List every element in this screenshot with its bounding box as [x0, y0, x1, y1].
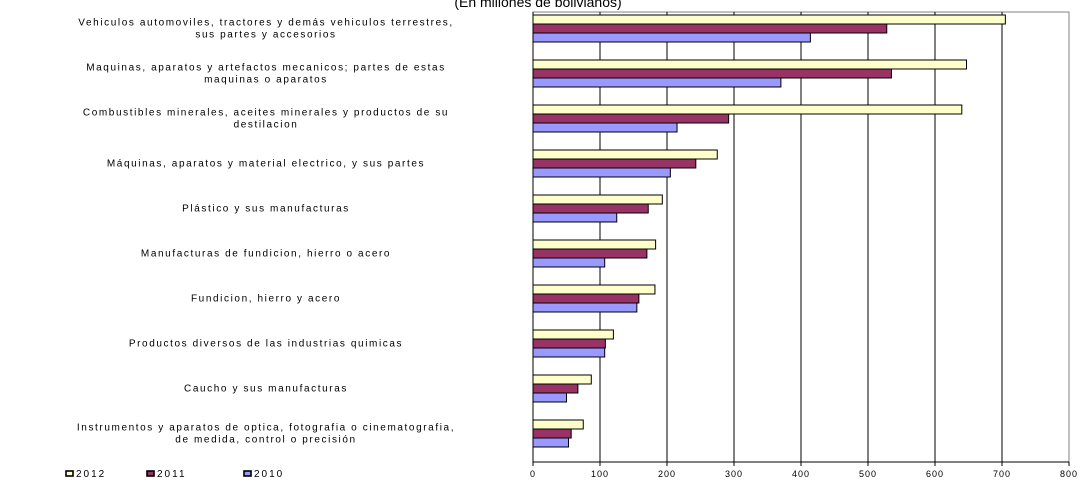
bar-2011-1 — [532, 23, 888, 34]
category-label: Plástico y sus manufacturas — [182, 204, 350, 215]
x-tick-label: 600 — [926, 469, 944, 479]
bar-2011-4 — [532, 158, 697, 169]
legend-label-2010: 2010 — [254, 469, 284, 480]
bar-2011-5 — [532, 203, 649, 214]
category-label: Máquinas, aparatos y material electrico,… — [107, 159, 425, 170]
legend-swatch-2010 — [243, 470, 252, 477]
bar-2011-7 — [532, 293, 640, 304]
bar-2011-9 — [532, 383, 579, 394]
bar-2012-4 — [532, 149, 718, 160]
bar-2011-2 — [532, 68, 892, 79]
x-tick-label: 100 — [591, 469, 609, 479]
bar-2010-2 — [532, 77, 782, 88]
bar-2010-7 — [532, 302, 638, 313]
x-tick-label: 0 — [530, 469, 536, 479]
bar-2010-6 — [532, 257, 606, 268]
bar-2012-6 — [532, 239, 657, 250]
legend-swatch-2011 — [146, 470, 155, 477]
legend-swatch-2012 — [65, 470, 74, 477]
bar-2012-3 — [532, 104, 963, 115]
bar-2010-8 — [532, 347, 606, 358]
bar-2012-2 — [532, 59, 967, 70]
bar-2012-8 — [532, 329, 614, 340]
legend-label-2012: 2012 — [76, 469, 106, 480]
category-label: Caucho y sus manufacturas — [184, 384, 348, 395]
chart-subtitle: (En millones de bolivianos) — [454, 0, 621, 10]
bar-2012-5 — [532, 194, 663, 205]
category-label: Maquinas, aparatos y artefactos mecanico… — [86, 63, 446, 86]
x-tick-label: 300 — [725, 469, 743, 479]
bar-2010-9 — [532, 392, 567, 403]
bar-2012-7 — [532, 284, 656, 295]
category-label: Fundicion, hierro y acero — [191, 294, 341, 305]
bar-2012-9 — [532, 374, 592, 385]
bar-2012-1 — [532, 14, 1006, 25]
legend-label-2011: 2011 — [157, 469, 187, 480]
bar-2010-4 — [532, 167, 671, 178]
bar-2012-10 — [532, 419, 584, 430]
x-tick-label: 800 — [1060, 469, 1078, 479]
bar-2010-1 — [532, 32, 811, 43]
category-label: Vehiculos automoviles, tractores y demás… — [78, 18, 453, 41]
x-tick-label: 200 — [658, 469, 676, 479]
category-label: Combustibles minerales, aceites minerale… — [83, 108, 449, 131]
bar-2010-5 — [532, 212, 618, 223]
bar-2011-8 — [532, 338, 606, 349]
bar-2011-3 — [532, 113, 730, 124]
bar-2011-10 — [532, 428, 572, 439]
category-label: Productos diversos de las industrias qui… — [129, 339, 403, 350]
bar-2011-6 — [532, 248, 648, 259]
bar-2010-10 — [532, 437, 570, 448]
x-tick-label: 700 — [993, 469, 1011, 479]
bar-2010-3 — [532, 122, 678, 133]
category-label: Manufacturas de fundicion, hierro o acer… — [141, 249, 391, 260]
category-label: Instrumentos y aparatos de optica, fotog… — [77, 423, 455, 446]
x-tick-label: 400 — [792, 469, 810, 479]
x-tick-label: 500 — [859, 469, 877, 479]
